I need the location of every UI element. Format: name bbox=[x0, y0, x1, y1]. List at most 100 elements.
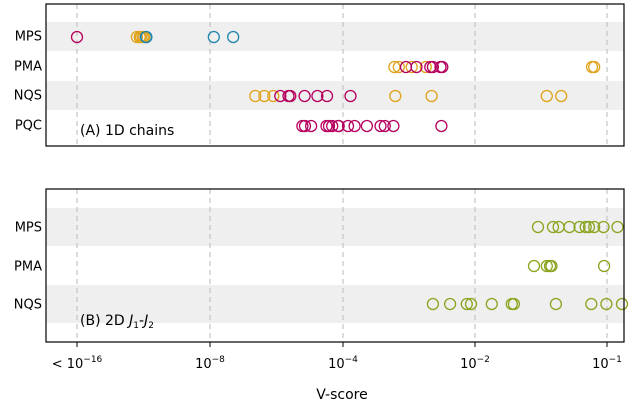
point-pqc-magenta-4 bbox=[322, 119, 336, 133]
point-pqc-magenta-11 bbox=[374, 119, 387, 133]
x-tick-label-3: 10−2 bbox=[460, 355, 490, 372]
x-axis-label: V-score bbox=[316, 387, 367, 403]
point-pma-magenta-5 bbox=[436, 60, 449, 74]
point-nqs-green-7 bbox=[549, 297, 563, 311]
point-nqs-green-4 bbox=[485, 297, 498, 311]
point-mps-magenta-0 bbox=[70, 30, 84, 44]
x-tick-label-1: 10−8 bbox=[195, 355, 225, 372]
point-mps-blue-2 bbox=[207, 30, 220, 44]
x-tick-exp-2: −4 bbox=[345, 355, 359, 365]
panel-b: MPS PMA NQS (B) 2D J1-J2 bbox=[14, 188, 629, 343]
point-mps-blue-1 bbox=[140, 30, 153, 44]
panel-a-row-label-nqs: NQS bbox=[14, 89, 42, 104]
point-pma-green-1 bbox=[540, 259, 553, 273]
panel-b-band-mps bbox=[46, 208, 624, 246]
x-tick-base-1: 10 bbox=[195, 357, 212, 372]
panel-a-row-label-mps: MPS bbox=[15, 30, 42, 45]
point-nqs-magenta-6 bbox=[344, 89, 357, 103]
point-pqc-magenta-9 bbox=[348, 119, 361, 133]
panel-a-row-label-pma: PMA bbox=[14, 60, 42, 75]
point-pma-green-3 bbox=[545, 259, 558, 273]
point-mps-green-9 bbox=[611, 220, 624, 234]
x-tick-base-4: 10 bbox=[592, 357, 609, 372]
point-pqc-magenta-8 bbox=[341, 119, 355, 133]
point-nqs-magenta-2 bbox=[284, 89, 297, 103]
x-tick-exp-3: −2 bbox=[477, 355, 490, 365]
panel-a-points bbox=[70, 30, 601, 133]
point-mps-green-5 bbox=[579, 220, 592, 234]
point-pqc-magenta-10 bbox=[360, 119, 374, 133]
point-nqs-orange-1 bbox=[258, 89, 271, 103]
point-pqc-magenta-1 bbox=[298, 119, 312, 133]
point-pqc-magenta-7 bbox=[332, 119, 345, 133]
panel-b-label-dash: - bbox=[139, 313, 144, 329]
panel-b-frame bbox=[45, 188, 625, 343]
point-mps-green-1 bbox=[546, 220, 560, 234]
panel-a-frame bbox=[45, 3, 625, 147]
point-pma-magenta-3 bbox=[426, 60, 440, 74]
point-nqs-orange-6 bbox=[555, 89, 568, 103]
point-nqs-orange-4 bbox=[425, 89, 438, 103]
panel-b-label-j2: J bbox=[141, 313, 148, 329]
panel-b-label-j1-sub: 1 bbox=[133, 321, 139, 331]
point-mps-green-0 bbox=[531, 220, 545, 234]
point-pma-green-0 bbox=[527, 259, 541, 273]
point-nqs-magenta-5 bbox=[320, 89, 334, 103]
x-tick-base-3: 10 bbox=[460, 357, 477, 372]
panel-b-label-j2-sub: 2 bbox=[148, 321, 154, 331]
point-pma-magenta-1 bbox=[410, 60, 423, 74]
point-mps-green-3 bbox=[563, 220, 576, 234]
point-nqs-magenta-4 bbox=[311, 89, 324, 103]
point-nqs-green-10 bbox=[615, 297, 629, 311]
point-pma-orange-5 bbox=[588, 60, 601, 74]
panel-b-label: (B) 2D J1-J2 bbox=[80, 313, 154, 331]
x-tick-base-0: < 10 bbox=[52, 357, 84, 372]
point-nqs-magenta-0 bbox=[274, 89, 287, 103]
panel-a: MPS PMA NQS PQC (A) 1D chains bbox=[14, 3, 625, 147]
point-pma-orange-1 bbox=[392, 60, 405, 74]
panel-b-label-j1: J bbox=[126, 313, 133, 329]
point-mps-green-8 bbox=[597, 220, 610, 234]
point-nqs-orange-0 bbox=[249, 89, 262, 103]
x-tick-exp-1: −8 bbox=[212, 355, 226, 365]
point-mps-green-7 bbox=[588, 220, 601, 234]
point-mps-blue-3 bbox=[227, 30, 240, 44]
panel-b-label-prefix: (B) 2D bbox=[80, 313, 129, 329]
point-nqs-green-0 bbox=[426, 297, 440, 311]
x-tick-exp-4: −1 bbox=[609, 355, 622, 365]
panel-b-row-label-pma: PMA bbox=[14, 260, 42, 275]
point-pqc-magenta-12 bbox=[378, 119, 391, 133]
point-pma-green-4 bbox=[597, 259, 611, 273]
panel-b-band-nqs bbox=[46, 285, 624, 323]
point-mps-green-4 bbox=[573, 220, 586, 234]
point-mps-orange-0 bbox=[130, 30, 144, 44]
point-nqs-magenta-3 bbox=[298, 89, 311, 103]
point-pma-orange-3 bbox=[419, 60, 432, 74]
x-tick-label-0: < 10−16 bbox=[52, 355, 103, 372]
point-pqc-magenta-14 bbox=[435, 119, 448, 133]
point-pqc-magenta-13 bbox=[387, 119, 400, 133]
x-tick-label-2: 10−4 bbox=[328, 355, 358, 372]
point-nqs-green-9 bbox=[600, 297, 613, 311]
x-axis-ticks: < 10−16 10−8 10−4 10−2 10−1 bbox=[52, 342, 622, 372]
panel-a-label: (A) 1D chains bbox=[80, 123, 174, 139]
point-nqs-orange-2 bbox=[267, 89, 280, 103]
point-nqs-green-8 bbox=[585, 297, 598, 311]
point-nqs-orange-5 bbox=[540, 89, 553, 103]
x-tick-exp-0: −16 bbox=[83, 355, 102, 365]
point-nqs-green-6 bbox=[507, 297, 521, 311]
point-pqc-magenta-2 bbox=[304, 119, 318, 133]
panel-b-points bbox=[426, 220, 629, 311]
panel-b-gridlines bbox=[76, 189, 608, 342]
point-pqc-magenta-5 bbox=[326, 119, 339, 133]
point-nqs-green-3 bbox=[464, 297, 478, 311]
panel-a-row-label-pqc: PQC bbox=[15, 119, 42, 134]
panel-b-row-label-nqs: NQS bbox=[14, 298, 42, 313]
panel-a-band-mps bbox=[46, 22, 624, 51]
point-mps-green-6 bbox=[582, 220, 596, 234]
x-tick-label-4: 10−1 bbox=[592, 355, 622, 372]
point-pma-orange-2 bbox=[405, 60, 418, 74]
x-tick-base-2: 10 bbox=[328, 357, 345, 372]
point-nqs-green-2 bbox=[460, 297, 473, 311]
